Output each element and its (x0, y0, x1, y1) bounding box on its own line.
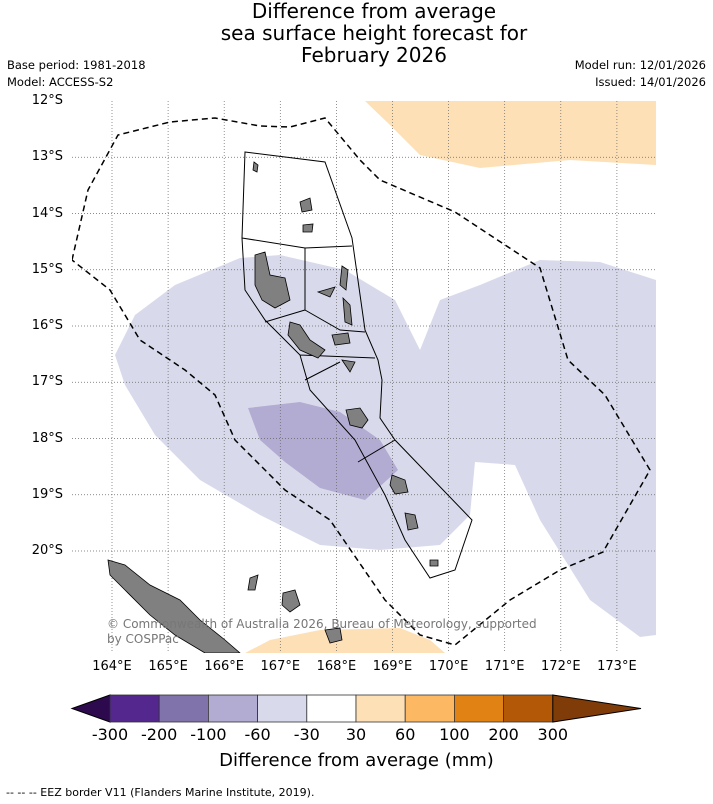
lat-label: 19°S (31, 486, 63, 502)
lon-label: 167°E (260, 659, 301, 674)
anomaly-region-orange-north (365, 101, 656, 168)
colorbar-tick: 300 (537, 725, 569, 744)
lat-label: 17°S (31, 374, 63, 390)
province-boundaries (241, 151, 473, 579)
title-line-1: Difference from average (251, 0, 497, 23)
island-epi (341, 359, 356, 373)
island-pentecost (342, 296, 353, 326)
island-erromango (389, 474, 409, 495)
lon-label: 164°E (92, 659, 132, 674)
island-loyalty-lifou (281, 589, 301, 613)
lon-label: 165°E (148, 659, 188, 674)
lat-label: 16°S (31, 318, 63, 333)
colorbar-segment (404, 694, 455, 723)
island-aneityum (429, 559, 439, 567)
run-info: Model run: 12/01/2026 Issued: 14/01/2026 (575, 57, 706, 91)
colorbar-extend-high (552, 694, 642, 723)
colorbar-tick: 200 (488, 725, 519, 744)
island-maewo (339, 265, 349, 291)
colorbar-segment (453, 694, 504, 723)
title-line-2: sea surface height forecast for (220, 21, 528, 45)
colorbar (70, 694, 642, 723)
anomaly-region-orange-south (245, 628, 445, 653)
colorbar-segment (355, 694, 406, 723)
island-malakula (287, 321, 326, 359)
title-line-3: February 2026 (301, 43, 447, 67)
colorbar-tick: -30 (293, 725, 320, 744)
lat-label: 14°S (31, 205, 63, 221)
gridlines (72, 101, 656, 653)
lon-label: 170°E (428, 659, 469, 674)
island-small-north (302, 223, 314, 233)
lon-label: 173°E (597, 659, 637, 674)
base-period: Base period: 1981-2018 (7, 58, 146, 72)
island-santa-cruz (299, 197, 313, 213)
colorbar-tick: -60 (244, 725, 271, 744)
lon-label: 172°E (541, 659, 581, 674)
lon-label: 166°E (204, 659, 244, 674)
eez-legend-note: -- -- -- EEZ border V11 (Flanders Marine… (6, 786, 315, 799)
lon-label: 169°E (372, 659, 413, 674)
island-ambae (316, 286, 336, 298)
island-loyalty-mare (324, 627, 343, 644)
colorbar-extend-low (70, 694, 111, 723)
issued-date: Issued: 14/01/2026 (595, 75, 706, 89)
colorbar-tick: 60 (395, 725, 416, 744)
model-name: Model: ACCESS-S2 (7, 75, 114, 89)
colorbar-segment (503, 694, 554, 723)
islands (107, 161, 439, 653)
colorbar-tick: 100 (439, 725, 470, 744)
island-banks (252, 161, 259, 173)
lat-label: 12°S (31, 93, 63, 108)
colorbar-segment (158, 694, 209, 723)
colorbar-tick: 30 (345, 725, 367, 744)
island-tanna (404, 512, 419, 531)
colorbar-tick: -100 (190, 725, 227, 744)
lat-label: 20°S (31, 543, 63, 558)
lon-label: 168°E (316, 659, 357, 674)
colorbar-tick: -300 (91, 725, 129, 744)
copyright-notice: © Commonwealth of Australia 2026, Bureau… (107, 617, 537, 646)
lon-label: 171°E (484, 659, 525, 674)
colorbar-segment (109, 694, 160, 723)
colorbar-segment (306, 694, 357, 723)
eez-border (72, 117, 651, 646)
island-efate (345, 407, 369, 429)
island-ambrym (331, 332, 351, 346)
base-info: Base period: 1981-2018 Model: ACCESS-S2 (7, 57, 146, 91)
colorbar-label: Difference from average (mm) (219, 750, 494, 771)
island-ouvea (247, 574, 259, 591)
colorbar-segment (257, 694, 308, 723)
island-espiritu-santo (254, 251, 291, 309)
colorbar-tick: -200 (141, 725, 178, 744)
lat-label: 15°S (31, 261, 63, 277)
lat-label: 18°S (31, 430, 63, 446)
lat-label: 13°S (31, 149, 63, 165)
island-new-caledonia (107, 559, 241, 653)
model-run: Model run: 12/01/2026 (574, 58, 706, 72)
colorbar-segment (207, 694, 258, 723)
figure-title: Difference from average sea surface heig… (0, 0, 713, 66)
